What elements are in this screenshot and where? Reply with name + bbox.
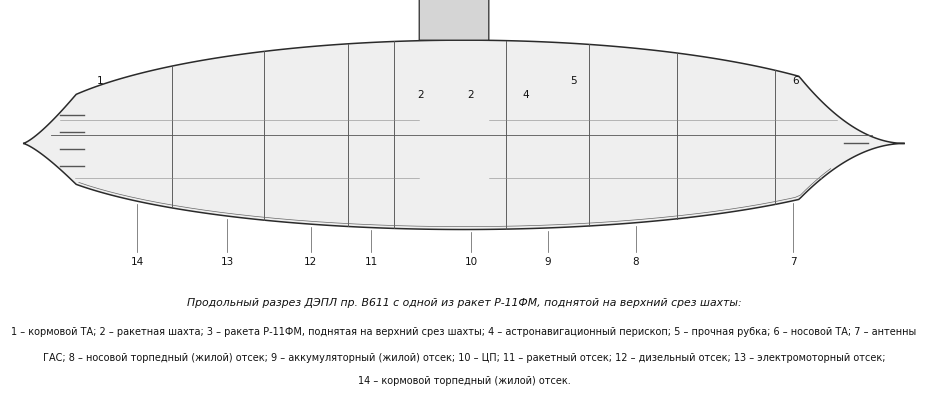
- Text: 5: 5: [569, 76, 577, 86]
- Text: 8: 8: [631, 257, 639, 267]
- Text: ГАС; 8 – носовой торпедный (жилой) отсек; 9 – аккумуляторный (жилой) отсек; 10 –: ГАС; 8 – носовой торпедный (жилой) отсек…: [43, 353, 884, 363]
- Text: 1: 1: [96, 76, 104, 86]
- Polygon shape: [419, 0, 489, 40]
- Text: 11: 11: [364, 257, 377, 267]
- Text: 2: 2: [416, 90, 424, 100]
- Text: 14: 14: [131, 257, 144, 267]
- Text: 9: 9: [543, 257, 551, 267]
- Text: 12: 12: [304, 257, 317, 267]
- Text: 14 – кормовой торпедный (жилой) отсек.: 14 – кормовой торпедный (жилой) отсек.: [357, 376, 570, 386]
- Text: 1 – кормовой ТА; 2 – ракетная шахта; 3 – ракета Р-11ФМ, поднятая на верхний срез: 1 – кормовой ТА; 2 – ракетная шахта; 3 –…: [11, 327, 916, 337]
- Text: 7: 7: [789, 257, 796, 267]
- Text: 10: 10: [464, 257, 477, 267]
- Text: 2: 2: [466, 90, 474, 100]
- Text: Продольный разрез ДЭПЛ пр. В611 с одной из ракет Р-11ФМ, поднятой на верхний сре: Продольный разрез ДЭПЛ пр. В611 с одной …: [186, 298, 741, 308]
- Text: 13: 13: [221, 257, 234, 267]
- Polygon shape: [23, 40, 904, 230]
- Text: 4: 4: [522, 90, 529, 100]
- Text: 6: 6: [791, 76, 798, 86]
